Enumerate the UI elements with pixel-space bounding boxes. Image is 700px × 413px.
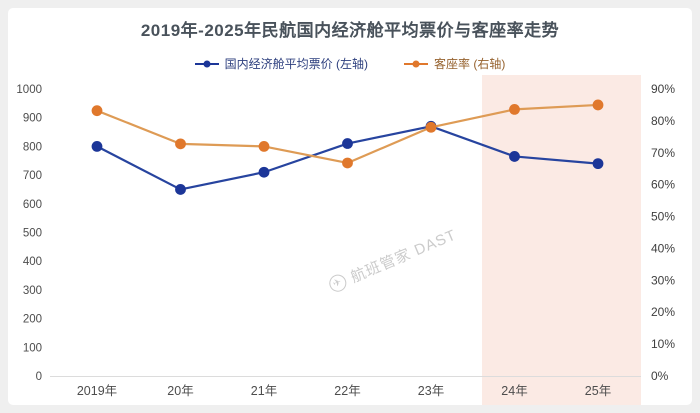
legend-label-price: 国内经济舱平均票价 (左轴) [224, 57, 368, 71]
legend-item-price: 国内经济舱平均票价 (左轴) [194, 55, 368, 72]
price-series-legend-dot-icon [203, 60, 211, 67]
load-factor-series-legend-marker-icon [404, 60, 428, 67]
chart-title: 2019年-2025年民航国内经济舱平均票价与客座率走势 [140, 21, 560, 40]
legend-label-load-factor: 客座率 (右轴) [434, 57, 506, 71]
legend-item-load-factor: 客座率 (右轴) [404, 55, 505, 72]
chart-legend: 国内经济舱平均票价 (左轴) 客座率 (右轴) [8, 55, 692, 72]
price-series-legend-marker-icon [194, 60, 219, 67]
chart-card: 2019年-2025年民航国内经济舱平均票价与客座率走势 国内经济舱平均票价 (… [8, 8, 692, 405]
load-factor-series-legend-dot-icon [412, 60, 420, 67]
